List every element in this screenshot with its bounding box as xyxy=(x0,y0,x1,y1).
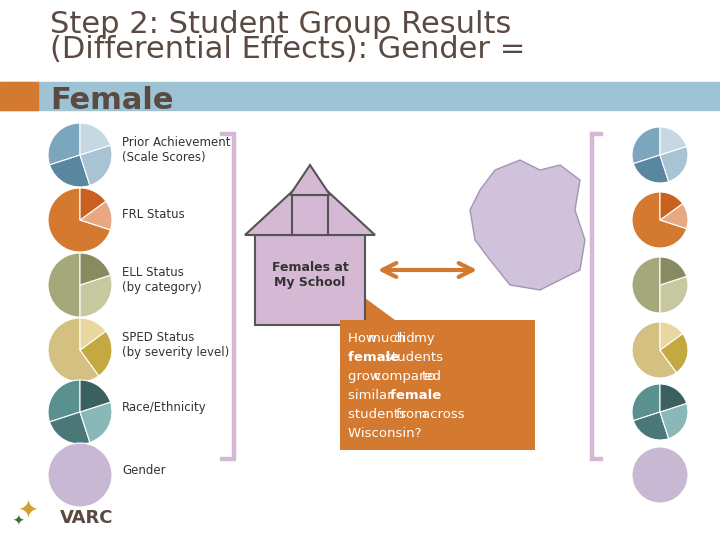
Polygon shape xyxy=(470,160,585,290)
Wedge shape xyxy=(48,123,80,165)
Wedge shape xyxy=(634,155,669,183)
Text: to: to xyxy=(422,370,439,383)
Wedge shape xyxy=(48,318,99,382)
Text: ✦: ✦ xyxy=(12,515,24,529)
Text: grow: grow xyxy=(348,370,385,383)
Wedge shape xyxy=(48,188,110,252)
Text: VARC: VARC xyxy=(60,509,114,527)
Text: similar: similar xyxy=(348,389,397,402)
Wedge shape xyxy=(80,123,110,155)
Wedge shape xyxy=(660,384,687,412)
Bar xyxy=(292,195,328,235)
Bar xyxy=(220,132,232,135)
Text: Female: Female xyxy=(50,86,174,115)
Text: Race/Ethnicity: Race/Ethnicity xyxy=(122,401,207,414)
Wedge shape xyxy=(50,155,90,187)
Text: How: How xyxy=(348,332,381,345)
Polygon shape xyxy=(245,175,375,235)
Wedge shape xyxy=(632,384,660,421)
Text: FRL Status: FRL Status xyxy=(122,208,185,221)
Wedge shape xyxy=(660,322,683,350)
Bar xyxy=(0,82,720,110)
Text: much: much xyxy=(368,332,410,345)
Wedge shape xyxy=(632,127,660,164)
Wedge shape xyxy=(632,192,687,248)
Text: ✦: ✦ xyxy=(17,500,38,524)
Wedge shape xyxy=(80,145,112,185)
Text: ELL Status
(by category): ELL Status (by category) xyxy=(122,266,202,294)
Wedge shape xyxy=(660,334,688,373)
Wedge shape xyxy=(660,127,687,155)
Text: students: students xyxy=(384,351,447,364)
Text: Females at
My School: Females at My School xyxy=(271,261,348,289)
Wedge shape xyxy=(660,403,688,438)
Wedge shape xyxy=(80,331,112,376)
Text: my: my xyxy=(413,332,438,345)
Wedge shape xyxy=(660,146,688,181)
Wedge shape xyxy=(80,402,112,442)
Wedge shape xyxy=(48,253,80,317)
Text: Gender: Gender xyxy=(122,463,166,476)
Wedge shape xyxy=(80,201,112,230)
Wedge shape xyxy=(80,253,110,285)
Wedge shape xyxy=(80,275,112,317)
Text: did: did xyxy=(394,332,418,345)
Bar xyxy=(590,457,602,460)
Text: across: across xyxy=(422,408,469,421)
Polygon shape xyxy=(320,265,395,320)
Wedge shape xyxy=(632,257,660,313)
Bar xyxy=(232,132,235,460)
Text: female: female xyxy=(390,389,446,402)
Text: Step 2: Student Group Results: Step 2: Student Group Results xyxy=(50,10,511,39)
Text: from: from xyxy=(396,408,431,421)
Wedge shape xyxy=(80,380,110,412)
Bar xyxy=(0,82,38,110)
Bar xyxy=(220,457,232,460)
Bar xyxy=(590,132,602,135)
Wedge shape xyxy=(80,188,106,220)
FancyBboxPatch shape xyxy=(340,320,535,450)
Wedge shape xyxy=(634,412,669,440)
Wedge shape xyxy=(632,447,688,503)
Wedge shape xyxy=(80,318,106,350)
Text: Prior Achievement
(Scale Scores): Prior Achievement (Scale Scores) xyxy=(122,136,230,164)
Wedge shape xyxy=(632,322,677,378)
Text: female: female xyxy=(348,351,404,364)
Wedge shape xyxy=(48,443,112,507)
Text: (Differential Effects): Gender =: (Differential Effects): Gender = xyxy=(50,35,526,64)
Text: compared: compared xyxy=(374,370,445,383)
Polygon shape xyxy=(290,165,330,195)
Wedge shape xyxy=(660,276,688,313)
Text: Wisconsin?: Wisconsin? xyxy=(348,427,426,440)
Wedge shape xyxy=(50,412,90,444)
Bar xyxy=(590,132,593,460)
Text: SPED Status
(by severity level): SPED Status (by severity level) xyxy=(122,331,229,359)
Wedge shape xyxy=(660,257,687,285)
Text: students: students xyxy=(348,408,410,421)
Wedge shape xyxy=(660,204,688,228)
Bar xyxy=(255,235,365,325)
Wedge shape xyxy=(660,192,683,220)
Wedge shape xyxy=(48,380,80,422)
